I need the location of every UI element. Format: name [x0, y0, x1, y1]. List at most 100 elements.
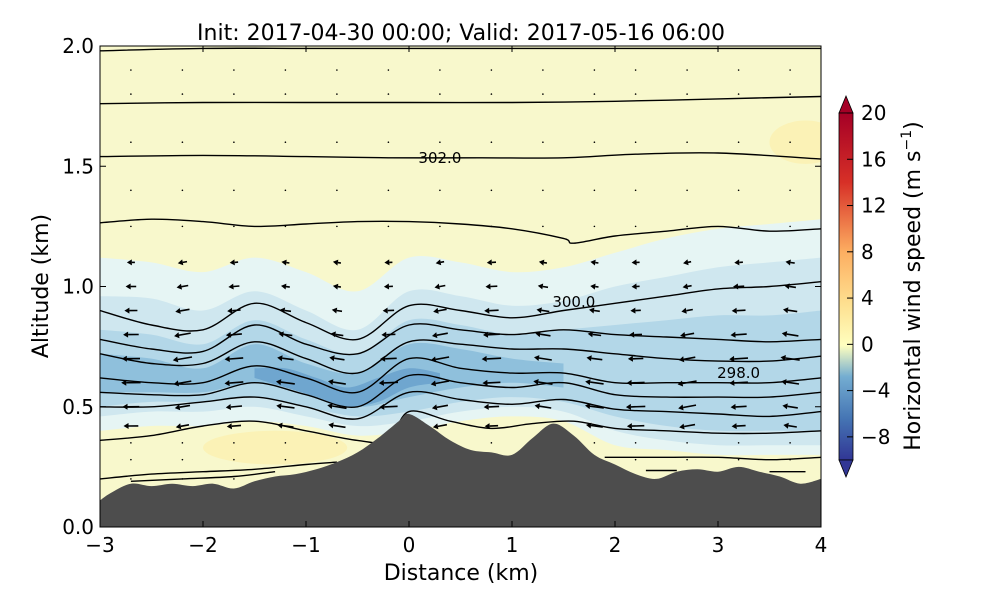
wind-vector — [683, 259, 692, 266]
wind-vector — [439, 225, 441, 228]
wind-vector — [130, 141, 132, 143]
wind-vector — [331, 307, 343, 314]
wind-vector — [734, 259, 743, 266]
wind-vector — [382, 307, 395, 314]
wind-vector — [686, 189, 688, 192]
x-tick-label: −2 — [188, 533, 217, 557]
terrain — [100, 413, 821, 527]
y-axis-label: Altitude (km) — [29, 214, 54, 358]
y-tick-label: 0.5 — [62, 395, 94, 419]
wind-vector — [277, 355, 294, 362]
isentrope-line — [100, 357, 821, 394]
wind-vector — [175, 423, 190, 430]
plot-area — [100, 46, 821, 527]
wind-vector — [387, 93, 390, 95]
wind-vector — [590, 283, 599, 290]
wind-vector — [542, 69, 544, 71]
wind-vector — [176, 283, 189, 290]
colorbar-tick-label: 0 — [861, 332, 874, 356]
wind-vector — [542, 189, 544, 192]
wind-vector — [590, 259, 599, 266]
wind-vector — [181, 458, 184, 461]
wind-vector — [439, 189, 441, 192]
wind-vector — [729, 355, 749, 362]
wind-vector — [682, 283, 692, 290]
wind-vector — [630, 307, 641, 314]
terrain-profile — [100, 413, 821, 527]
wind-vector — [233, 225, 235, 228]
wind-vector — [327, 403, 347, 410]
x-tick-label: −1 — [291, 533, 320, 557]
wind-vector — [172, 356, 193, 363]
colorbar-tick-label: 4 — [861, 286, 874, 310]
wind-vector — [484, 307, 499, 314]
wind-vector — [130, 478, 132, 480]
colorbar-label-end: ) — [901, 121, 926, 130]
wind-vector — [593, 442, 596, 444]
isentrope-line — [100, 410, 821, 444]
isentrope-label: 298.0 — [717, 364, 760, 382]
y-tick-label: 2.0 — [62, 34, 94, 58]
y-tick-label: 1.5 — [62, 154, 94, 178]
wind-vector — [686, 458, 688, 461]
isentrope-line — [100, 281, 821, 341]
wind-vector — [783, 307, 798, 314]
x-axis-label: Distance (km) — [384, 561, 539, 586]
wind-vector — [387, 141, 390, 143]
wind-speed-band — [254, 367, 440, 407]
wind-vector — [336, 189, 338, 192]
wind-vector — [130, 69, 132, 71]
wind-vector — [730, 403, 747, 410]
wind-vector — [678, 404, 697, 411]
wind-vector — [281, 259, 290, 266]
wind-vector — [538, 259, 548, 266]
wind-vector — [490, 141, 493, 143]
wind-vector — [130, 225, 132, 228]
wind-vector — [634, 141, 637, 143]
wind-vector — [789, 141, 791, 143]
wind-vector — [731, 307, 746, 314]
x-axis: −3 −2 −1 0 1 2 3 4 — [85, 46, 827, 557]
wind-vector — [329, 355, 345, 362]
x-tick-label: 1 — [506, 533, 519, 557]
wind-vector — [281, 283, 290, 290]
wind-vector — [233, 478, 235, 480]
wind-vector — [542, 93, 544, 95]
wind-vector — [686, 442, 688, 444]
wind-vector — [686, 93, 688, 95]
wind-vector — [125, 283, 137, 290]
wind-vector — [383, 283, 393, 290]
wind-vector — [626, 423, 645, 430]
wind-vector — [177, 259, 188, 266]
wind-vector — [789, 189, 791, 192]
wind-vector — [387, 189, 390, 192]
colorbar-tick-label: 16 — [861, 147, 886, 171]
wind-vector — [181, 93, 184, 95]
colorbar-ticks: 20 16 12 8 4 0 −4 −8 — [847, 101, 890, 449]
wind-vector — [789, 93, 791, 95]
warm-patches — [203, 120, 821, 465]
wind-vector — [284, 458, 287, 461]
wind-vector — [130, 458, 132, 461]
wind-vector — [789, 225, 791, 228]
isentrope-line — [100, 218, 821, 244]
wind-vector — [737, 442, 740, 444]
colorbar-tick-label: 8 — [861, 240, 874, 264]
wind-vector — [593, 141, 596, 143]
wind-vector — [439, 69, 441, 71]
x-tick-label: 4 — [815, 533, 828, 557]
wind-vector — [432, 332, 448, 339]
wind-vector — [124, 307, 138, 314]
wind-vector — [593, 93, 596, 95]
wind-vector — [482, 379, 501, 386]
wind-vector — [485, 283, 498, 290]
wind-vector — [181, 442, 184, 444]
wind-vector — [587, 331, 602, 338]
wind-vector — [284, 189, 287, 192]
wind-vectors — [121, 69, 800, 480]
wind-vector — [625, 403, 646, 410]
wind-vector — [586, 355, 603, 362]
wind-vector — [631, 259, 640, 266]
wind-vector — [634, 458, 637, 461]
